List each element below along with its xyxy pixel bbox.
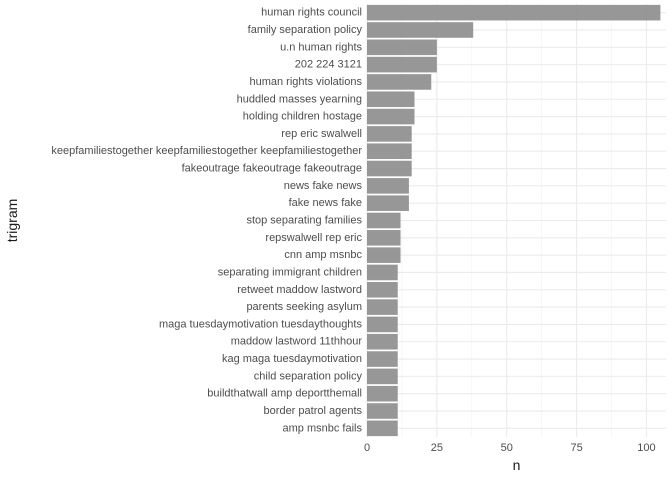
y-tick-label: maddow lastword 11thhour <box>231 336 363 348</box>
y-tick-label: holding children hostage <box>243 111 362 123</box>
bar <box>367 230 401 246</box>
y-tick-label: fake news fake <box>289 197 362 209</box>
bar <box>367 108 415 125</box>
x-tick-label: 50 <box>501 442 513 454</box>
y-tick-labels: human rights council family separation po… <box>51 7 362 435</box>
bar <box>367 420 398 437</box>
x-axis-title: n <box>513 457 521 473</box>
y-tick-label: separating immigrant children <box>218 266 362 278</box>
bar <box>367 247 401 263</box>
y-tick-label: huddled masses yearning <box>237 93 362 105</box>
bar <box>367 385 398 402</box>
bar <box>367 368 398 385</box>
bar <box>367 178 409 194</box>
bar <box>367 74 432 90</box>
y-tick-label: keepfamiliestogether keepfamiliestogethe… <box>51 145 362 157</box>
bar <box>367 4 661 21</box>
bar <box>367 299 398 315</box>
y-tick-label: kag maga tuesdaymotivation <box>222 353 362 365</box>
bar <box>367 195 409 211</box>
x-tick-label: 25 <box>431 442 443 454</box>
y-tick-label: buildthatwall amp deportthemall <box>207 388 362 400</box>
y-tick-label: cnn amp msnbc <box>284 249 362 261</box>
x-tick-label: 100 <box>637 442 655 454</box>
bar <box>367 333 398 350</box>
bar <box>367 264 398 281</box>
y-tick-label: family separation policy <box>248 24 363 36</box>
bars <box>367 4 661 437</box>
x-tick-label: 0 <box>364 442 370 454</box>
y-tick-label: retweet maddow lastword <box>237 284 362 296</box>
bar <box>367 143 412 160</box>
bar <box>367 160 412 177</box>
y-tick-label: repswalwell rep eric <box>265 232 362 244</box>
bar <box>367 91 415 108</box>
x-tick-labels: 0 25 50 75 100 <box>364 442 656 454</box>
y-tick-label: border patrol agents <box>264 405 363 417</box>
bar <box>367 403 398 419</box>
y-tick-label: fakeoutrage fakeoutrage fakeoutrage <box>182 163 362 175</box>
bar <box>367 212 401 229</box>
y-tick-label: stop separating families <box>246 215 362 227</box>
bar <box>367 56 437 73</box>
y-tick-label: human rights council <box>261 7 362 19</box>
y-tick-label: child separation policy <box>254 370 363 382</box>
bar <box>367 316 398 333</box>
bar <box>367 351 398 367</box>
bar <box>367 39 437 56</box>
y-tick-label: u.n human rights <box>280 41 362 53</box>
y-tick-label: news fake news <box>284 180 363 192</box>
bar <box>367 126 412 142</box>
y-tick-label: amp msnbc fails <box>283 422 363 434</box>
y-tick-label: human rights violations <box>249 76 362 88</box>
y-tick-label: 202 224 3121 <box>295 59 362 71</box>
x-tick-label: 75 <box>570 442 582 454</box>
y-axis-title: trigram <box>4 199 20 243</box>
y-tick-label: maga tuesdaymotivation tuesdaythoughts <box>159 318 363 330</box>
y-tick-label: rep eric swalwell <box>281 128 362 140</box>
y-tick-label: parents seeking asylum <box>246 301 362 313</box>
bar <box>367 281 398 298</box>
bar <box>367 22 474 38</box>
